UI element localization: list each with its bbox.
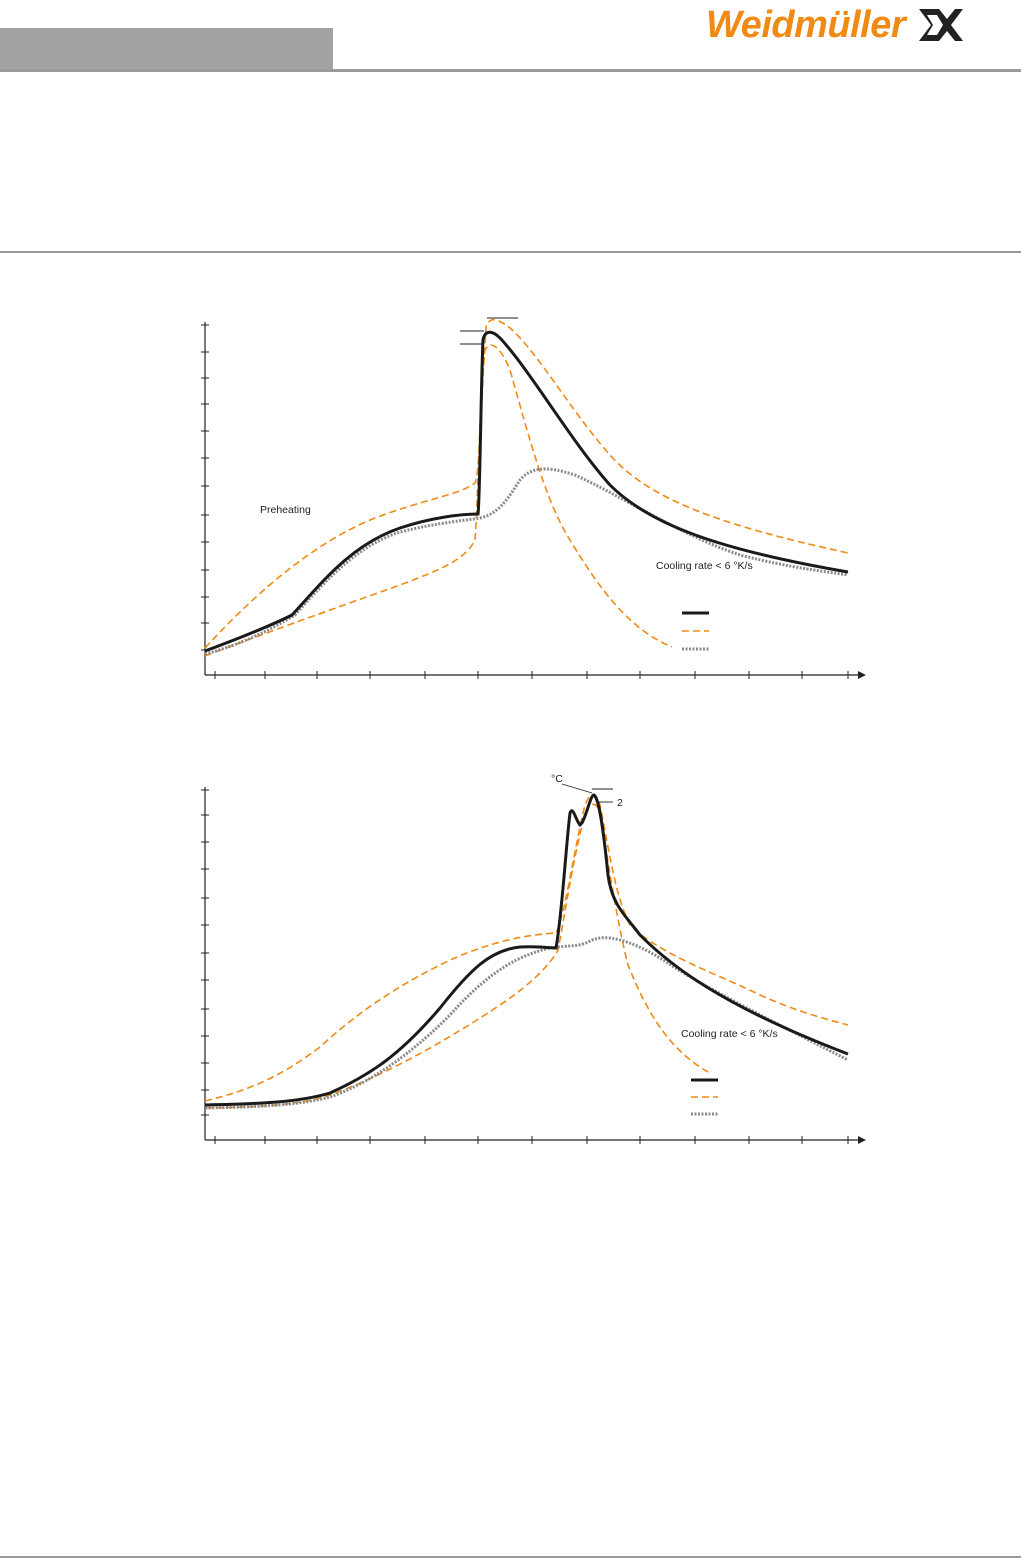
- chart-2-peak-unit-label: °C: [551, 773, 563, 785]
- chart-1-peak-callouts: [460, 317, 518, 345]
- chart-1-legend: [682, 611, 709, 651]
- section-rule: [0, 251, 1021, 253]
- chart-2-legend: [691, 1078, 718, 1116]
- chart-2-cooling-rate-label: Cooling rate < 6 °K/s: [681, 1028, 778, 1040]
- weidmuller-logo-mark-icon: [919, 9, 964, 41]
- chart-1-upper-limit-line: [204, 318, 849, 649]
- reflow-profile-chart-1: Preheating Cooling rate < 6 °K/s: [0, 300, 1021, 700]
- chart-1-preheating-label: Preheating: [260, 504, 311, 516]
- chart-2-dotted-line: [204, 936, 849, 1110]
- chart-2-lower-limit-line: [204, 803, 709, 1109]
- chart-2-solid-line: [204, 793, 849, 1107]
- chart-1-solid-line: [204, 330, 849, 653]
- chart-1-x-arrow: [858, 671, 866, 679]
- chart-2-x-ticks: [214, 1136, 849, 1144]
- header-gray-bar: [0, 28, 333, 70]
- reflow-profile-chart-2: °C 2 Cooling rate < 6 °K/s: [0, 765, 1021, 1165]
- chart-2-x-arrow: [858, 1136, 866, 1144]
- chart-1-x-ticks: [214, 671, 849, 679]
- brand-logo: Weidmüller: [706, 2, 965, 48]
- chart-2-peak-callouts: [561, 783, 613, 803]
- header-rule: [0, 69, 1021, 72]
- chart-1-cooling-rate-label: Cooling rate < 6 °K/s: [656, 560, 753, 572]
- chart-1-lower-limit-line: [204, 344, 673, 657]
- chart-1-y-ticks: [201, 324, 209, 651]
- chart-2-y-ticks: [201, 789, 209, 1116]
- chart-1-svg: Preheating Cooling rate < 6 °K/s: [201, 317, 866, 679]
- footer-rule: [0, 1556, 1021, 1558]
- logo-wordmark: Weidmüller: [706, 3, 906, 46]
- chart-2-svg: °C 2 Cooling rate < 6 °K/s: [201, 773, 866, 1144]
- chart-2-peak-label: 2: [617, 797, 623, 809]
- chart-1-dotted-line: [204, 467, 849, 656]
